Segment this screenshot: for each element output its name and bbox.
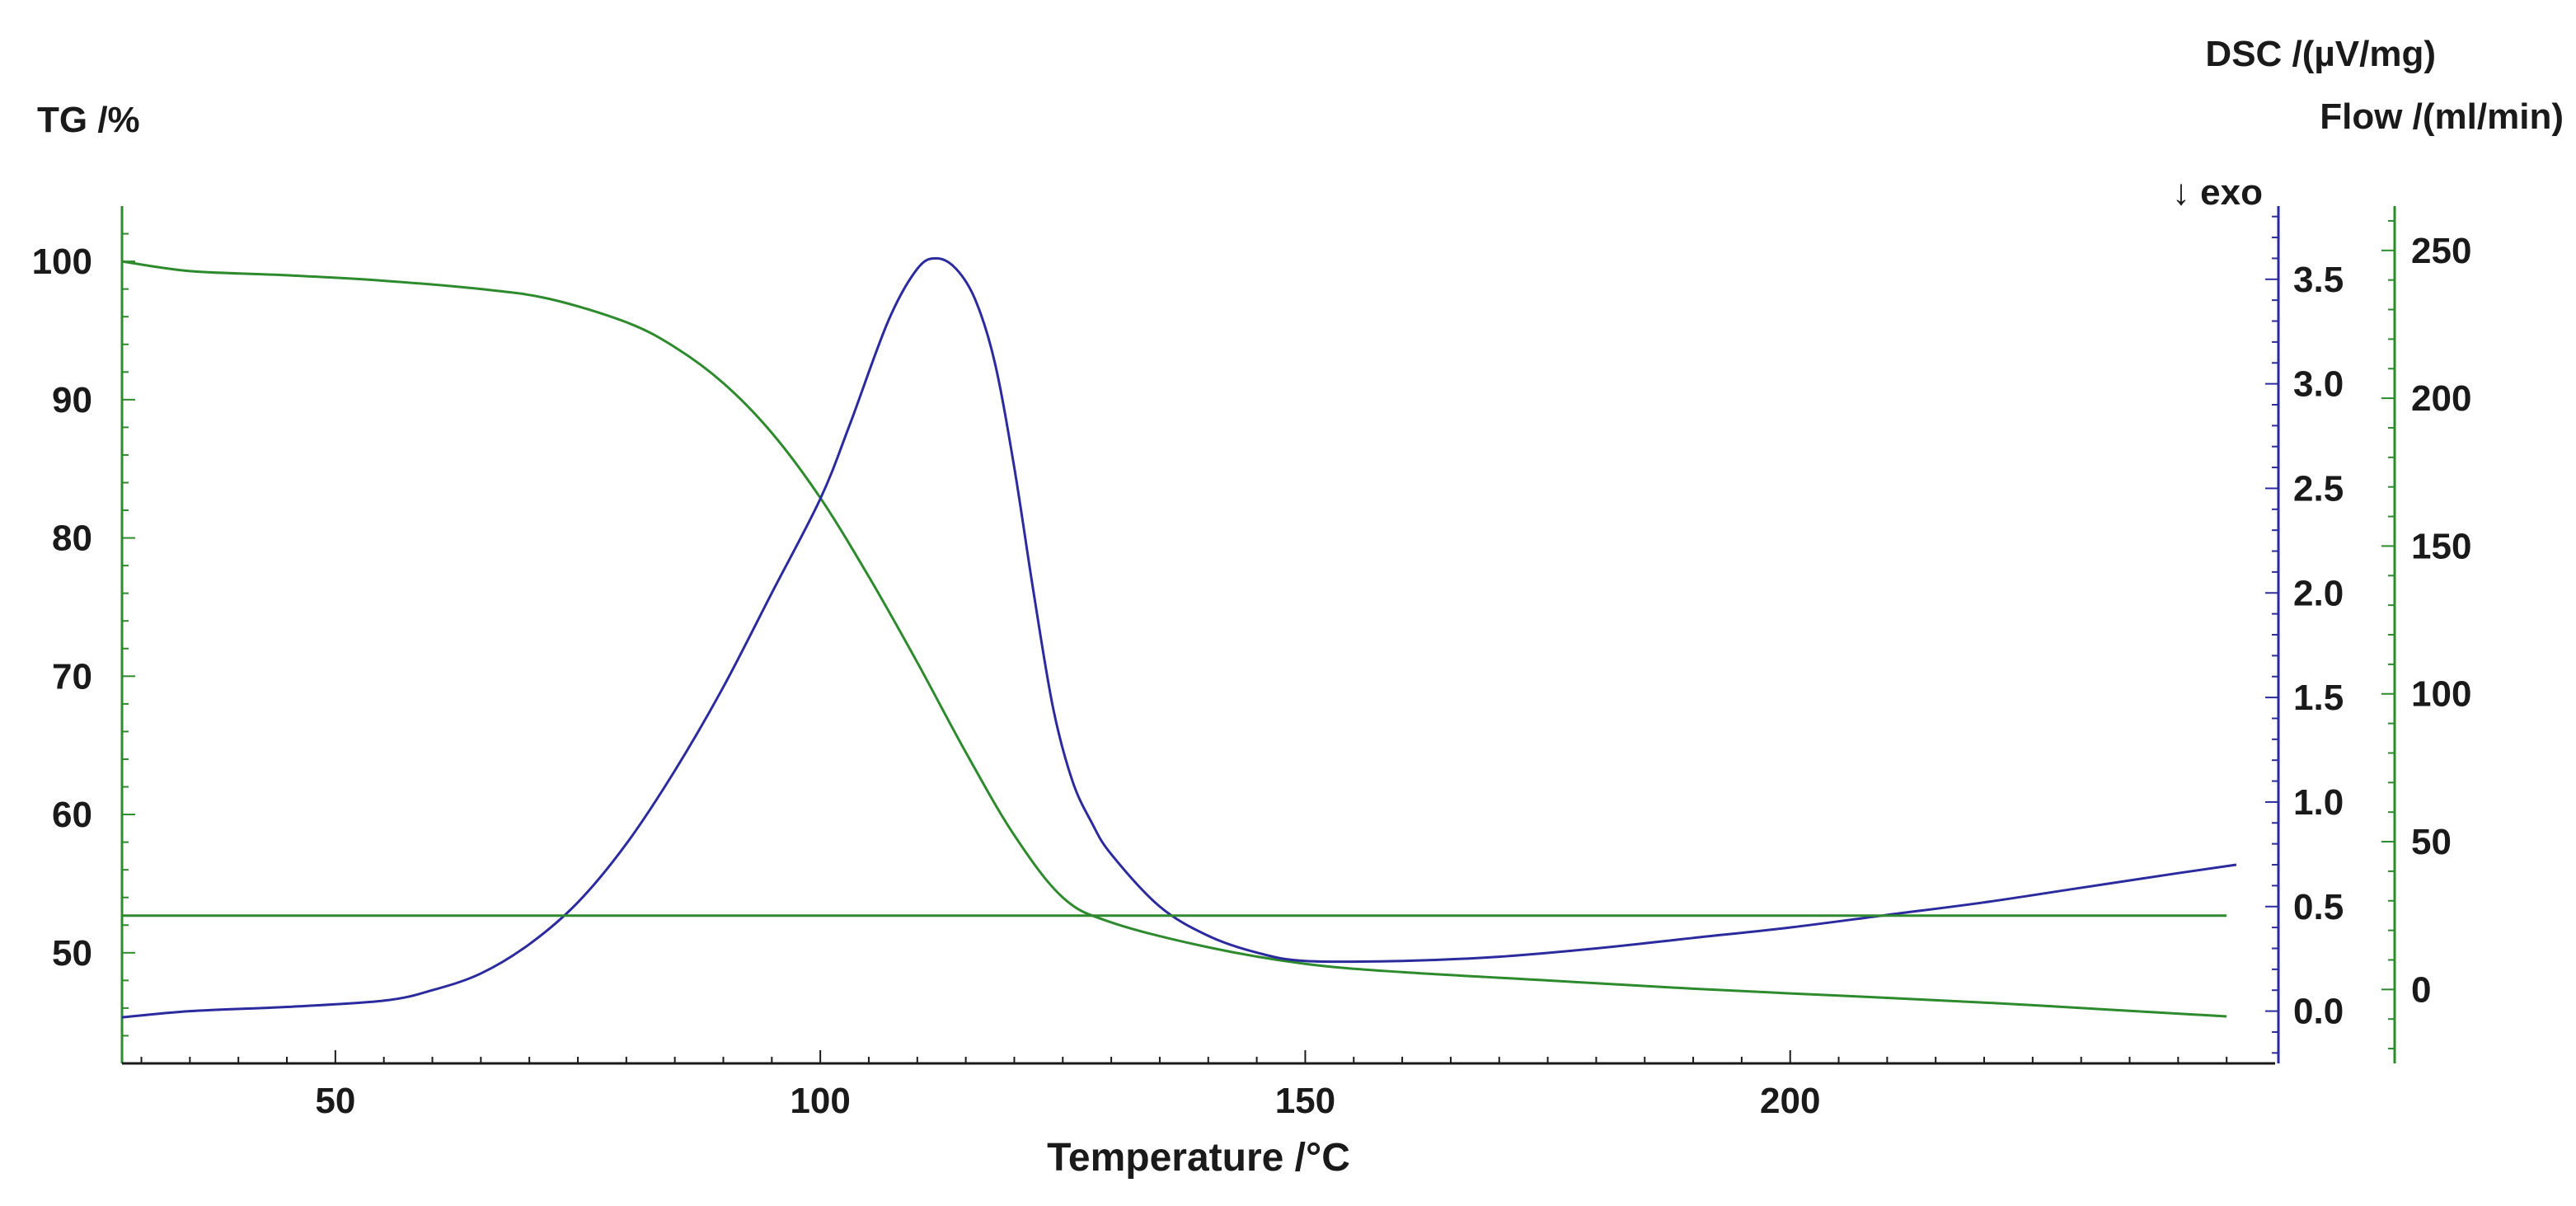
dsc-series-line (121, 256, 2237, 1019)
dsc-tick-label: 0.0 (2293, 992, 2344, 1032)
dsc-tick-label: 2.0 (2293, 573, 2344, 613)
tg-tick-label: 50 (52, 933, 92, 974)
flow-tick-label: 100 (2411, 674, 2471, 715)
dsc-tick-label: 1.5 (2293, 678, 2344, 718)
dsc-tick-label: 0.5 (2293, 887, 2344, 927)
flow-tick-label: 250 (2411, 231, 2471, 271)
exo-marker: ↓ exo (2172, 172, 2263, 213)
flow-tick-label: 0 (2411, 969, 2431, 1010)
tg-tick-label: 100 (32, 242, 92, 282)
flow-tick-label: 50 (2411, 822, 2452, 862)
x-tick-label: 100 (790, 1081, 850, 1121)
dsc-axis-title: DSC /(µV/mg) (2205, 34, 2436, 74)
tg-tick-label: 90 (52, 380, 92, 420)
flow-tick-label: 200 (2411, 378, 2471, 419)
flow-tick-label: 150 (2411, 526, 2471, 566)
dsc-tick-label: 3.0 (2293, 364, 2344, 405)
x-axis-title: Temperature /°C (1047, 1136, 1350, 1180)
dsc-tick-label: 1.0 (2293, 782, 2344, 823)
tg-tick-label: 70 (52, 656, 92, 697)
tg-tick-label: 60 (52, 795, 92, 835)
dsc-tick-label: 2.5 (2293, 468, 2344, 509)
flow-axis-title: Flow /(ml/min) (2320, 96, 2564, 137)
tg-tick-label: 80 (52, 519, 92, 559)
tg-axis-title: TG /% (37, 100, 140, 140)
x-tick-label: 150 (1275, 1081, 1335, 1121)
x-tick-label: 200 (1760, 1081, 1820, 1121)
x-tick-label: 50 (315, 1081, 355, 1121)
dsc-tick-label: 3.5 (2293, 260, 2344, 300)
tg-series-line (121, 260, 2227, 1018)
